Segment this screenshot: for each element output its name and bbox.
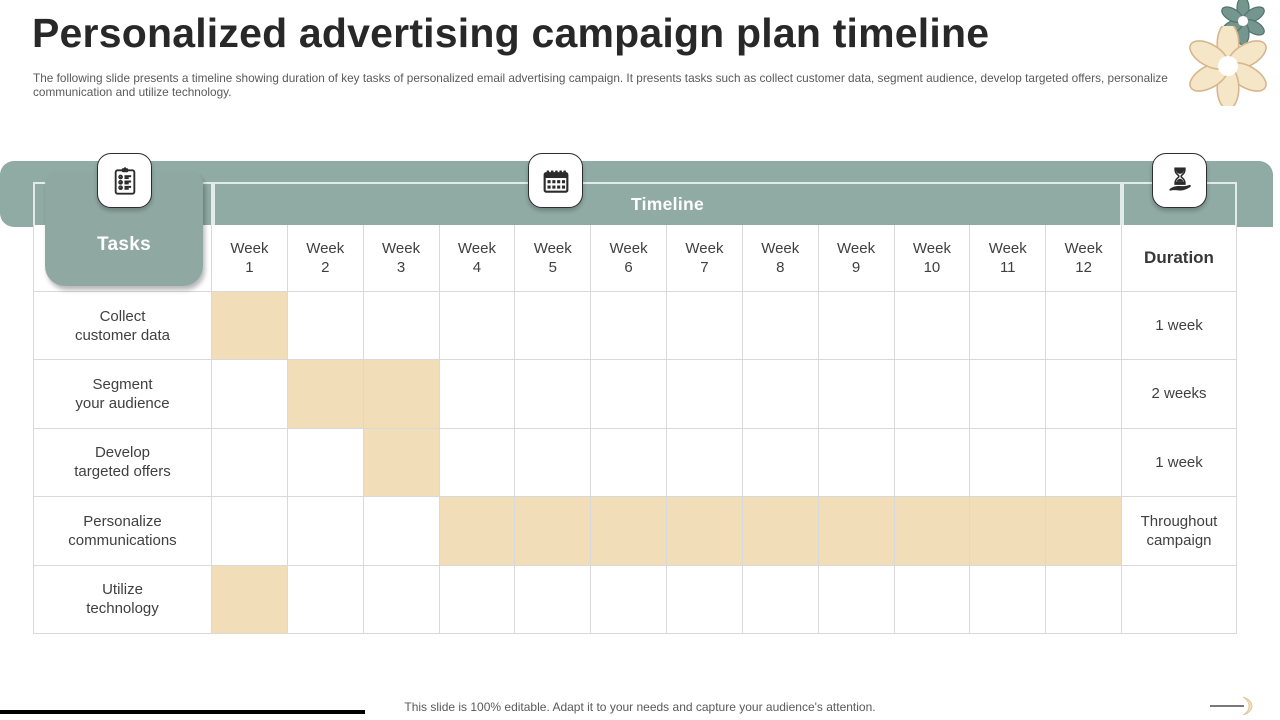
task-label-row-2: Segment your audience <box>34 360 212 429</box>
gantt-cell-row5-week10 <box>894 565 971 634</box>
gantt-cell-row5-week4 <box>439 565 516 634</box>
task-label-row-4: Personalize communications <box>34 497 212 566</box>
week-column-header-3: Week 3 <box>363 225 440 292</box>
gantt-cell-row2-week5 <box>515 360 592 429</box>
flower-cream-icon <box>1188 22 1268 111</box>
gantt-cell-row3-week5 <box>515 428 592 498</box>
gantt-cell-row3-week9 <box>818 428 895 498</box>
timeline-header-label: Timeline <box>630 194 705 214</box>
gantt-cell-row5-week11 <box>970 565 1047 634</box>
week-column-header-1: Week 1 <box>212 225 288 292</box>
gantt-cell-row3-week6 <box>591 428 667 498</box>
gantt-cell-row3-week4 <box>439 428 516 498</box>
gantt-cell-row1-week12 <box>1046 292 1122 361</box>
gantt-cell-row1-week7 <box>667 292 743 361</box>
gantt-cell-row4-week10 <box>894 497 971 566</box>
week-column-header-4: Week 4 <box>439 225 516 292</box>
gantt-cell-row2-week7 <box>667 360 743 429</box>
gantt-cell-row5-week9 <box>818 565 895 634</box>
gantt-cell-row3-week11 <box>970 428 1047 498</box>
gantt-grid: Week 1 Week 2 Week 3 Week 4 Week 5 Week 6 Week 7 Week 8… <box>33 225 1237 634</box>
gantt-cell-row3-week10 <box>894 428 971 498</box>
week-column-header-2: Week 2 <box>287 225 364 292</box>
band-section-timeline: Timeline <box>213 182 1122 225</box>
tasks-header-label: Tasks <box>97 234 151 255</box>
footer-accent-bar <box>0 710 365 714</box>
gantt-cell-row2-week12 <box>1046 360 1122 429</box>
duration-value-row-5 <box>1122 565 1237 634</box>
week-column-header-9: Week 9 <box>818 225 895 292</box>
gantt-cell-row5-week3 <box>363 565 440 634</box>
week-column-header-7: Week 7 <box>667 225 743 292</box>
week-column-header-8: Week 8 <box>742 225 819 292</box>
calendar-icon <box>528 153 583 208</box>
gantt-cell-row5-week7 <box>667 565 743 634</box>
gantt-cell-row4-week12 <box>1046 497 1122 566</box>
gantt-cell-row4-week8 <box>742 497 819 566</box>
week-column-header-12: Week 12 <box>1046 225 1122 292</box>
gantt-cell-row2-week1 <box>212 360 288 429</box>
gantt-cell-row5-week6 <box>591 565 667 634</box>
gantt-cell-row1-week1 <box>212 292 288 361</box>
gantt-cell-row4-week1 <box>212 497 288 566</box>
gantt-cell-row2-week9 <box>818 360 895 429</box>
gantt-cell-row1-week4 <box>439 292 516 361</box>
week-column-header-10: Week 10 <box>894 225 971 292</box>
clipboard-checklist-icon <box>97 153 152 208</box>
hourglass-hand-icon <box>1152 153 1207 208</box>
gantt-cell-row3-week1 <box>212 428 288 498</box>
gantt-cell-row4-week9 <box>818 497 895 566</box>
gantt-cell-row4-week6 <box>591 497 667 566</box>
gantt-cell-row1-week9 <box>818 292 895 361</box>
week-column-header-5: Week 5 <box>515 225 592 292</box>
gantt-cell-row1-week5 <box>515 292 592 361</box>
gantt-cell-row1-week8 <box>742 292 819 361</box>
gantt-cell-row2-week2 <box>287 360 364 429</box>
gantt-cell-row1-week10 <box>894 292 971 361</box>
gantt-cell-row5-week2 <box>287 565 364 634</box>
gantt-cell-row5-week8 <box>742 565 819 634</box>
gantt-cell-row4-week7 <box>667 497 743 566</box>
footer-arrow-icon <box>1206 695 1258 720</box>
gantt-cell-row5-week5 <box>515 565 592 634</box>
gantt-cell-row5-week1 <box>212 565 288 634</box>
footer-note: This slide is 100% editable. Adapt it to… <box>404 700 876 714</box>
gantt-cell-row5-week12 <box>1046 565 1122 634</box>
task-label-row-5: Utilize technology <box>34 565 212 634</box>
gantt-cell-row4-week3 <box>363 497 440 566</box>
gantt-cell-row2-week4 <box>439 360 516 429</box>
page-subtitle: The following slide presents a timeline … <box>33 71 1168 100</box>
gantt-cell-row2-week8 <box>742 360 819 429</box>
gantt-cell-row1-week2 <box>287 292 364 361</box>
gantt-cell-row3-week2 <box>287 428 364 498</box>
duration-value-row-4: Throughout campaign <box>1122 497 1237 566</box>
duration-value-row-1: 1 week <box>1122 292 1237 361</box>
gantt-cell-row2-week10 <box>894 360 971 429</box>
duration-value-row-2: 2 weeks <box>1122 360 1237 429</box>
gantt-cell-row1-week6 <box>591 292 667 361</box>
gantt-cell-row2-week6 <box>591 360 667 429</box>
gantt-cell-row3-week12 <box>1046 428 1122 498</box>
gantt-cell-row3-week3 <box>363 428 440 498</box>
page-title: Personalized advertising campaign plan t… <box>32 10 990 56</box>
gantt-cell-row4-week11 <box>970 497 1047 566</box>
duration-column-header: Duration <box>1122 225 1237 292</box>
task-label-row-1: Collect customer data <box>34 292 212 361</box>
tasks-column-header-cell <box>34 225 212 292</box>
gantt-cell-row2-week3 <box>363 360 440 429</box>
duration-value-row-3: 1 week <box>1122 428 1237 498</box>
gantt-cell-row4-week2 <box>287 497 364 566</box>
gantt-cell-row4-week4 <box>439 497 516 566</box>
week-column-header-6: Week 6 <box>591 225 667 292</box>
gantt-cell-row1-week11 <box>970 292 1047 361</box>
task-label-row-3: Develop targeted offers <box>34 428 212 498</box>
gantt-cell-row3-week7 <box>667 428 743 498</box>
gantt-cell-row4-week5 <box>515 497 592 566</box>
week-column-header-11: Week 11 <box>970 225 1047 292</box>
gantt-cell-row1-week3 <box>363 292 440 361</box>
gantt-cell-row3-week8 <box>742 428 819 498</box>
gantt-cell-row2-week11 <box>970 360 1047 429</box>
